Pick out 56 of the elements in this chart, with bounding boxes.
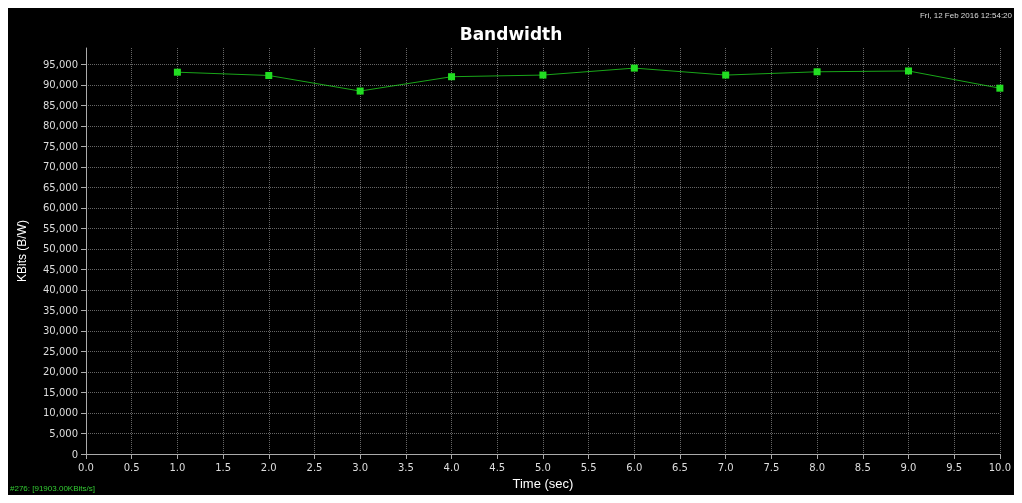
- x-tick-label: 9.5: [946, 461, 963, 473]
- x-tick-label: 8.0: [809, 461, 826, 473]
- y-tick-label: 60,000: [43, 202, 78, 214]
- point: [265, 71, 273, 79]
- y-tick-label: 35,000: [43, 304, 78, 316]
- x-tick-label: 0.5: [123, 461, 140, 473]
- chart-title: Bandwidth: [459, 23, 563, 44]
- x-tick-label: 8.5: [854, 461, 871, 473]
- x-tick-label: 1.5: [215, 461, 232, 473]
- point: [630, 64, 638, 72]
- point: [813, 68, 821, 76]
- y-tick-label: 0: [71, 448, 78, 460]
- y-tick-label: 10,000: [43, 407, 78, 419]
- y-tick-label: 70,000: [43, 161, 78, 173]
- y-tick-label: 30,000: [43, 325, 78, 337]
- x-tick-label: 7.5: [763, 461, 780, 473]
- x-tick-label: 2.0: [260, 461, 277, 473]
- point: [904, 67, 912, 75]
- y-axis-title: KBits (B/W): [15, 220, 29, 282]
- x-tick-label: 3.0: [352, 461, 369, 473]
- y-tick-label: 20,000: [43, 366, 78, 378]
- x-tick-label: 3.5: [397, 461, 414, 473]
- y-tick-label: 50,000: [43, 243, 78, 255]
- y-tick-label: 5,000: [49, 427, 78, 439]
- x-tick-label: 6.0: [626, 461, 643, 473]
- point: [722, 71, 730, 79]
- point: [173, 68, 181, 76]
- y-tick-label: 65,000: [43, 181, 78, 193]
- x-tick-label: 6.5: [672, 461, 688, 473]
- y-tick-label: 40,000: [43, 284, 78, 296]
- y-tick-label: 45,000: [43, 263, 78, 275]
- y-tick-label: 95,000: [43, 58, 78, 70]
- text: Fri, 12 Feb 2016 12:54:20: [919, 10, 1013, 20]
- x-tick-label: 5.0: [534, 461, 551, 473]
- x-tick-label: 7.0: [717, 461, 734, 473]
- y-tick-label: 25,000: [43, 345, 78, 357]
- x-axis-title: Time (sec): [512, 475, 574, 491]
- y-tick-label: 75,000: [43, 140, 78, 152]
- x-tick-label: 4.5: [489, 461, 506, 473]
- x-tick-label: 9.0: [900, 461, 917, 473]
- x-tick-label: 4.0: [443, 461, 460, 473]
- x-tick-label: 1.0: [169, 461, 186, 473]
- point: [539, 71, 547, 79]
- y-tick-label: 90,000: [43, 79, 78, 91]
- point: [996, 84, 1004, 92]
- y-tick-label: 80,000: [43, 120, 78, 132]
- x-tick-label: 5.5: [580, 461, 597, 473]
- y-tick-label: 85,000: [43, 99, 78, 111]
- y-tick-label: 15,000: [43, 386, 78, 398]
- point: [448, 73, 456, 81]
- x-tick-label: 10.0: [988, 461, 1011, 473]
- x-tick-label: 2.5: [306, 461, 323, 473]
- text: #276: [91903.00KBits/s]: [10, 483, 95, 493]
- point: [356, 87, 364, 95]
- y-tick-label: 55,000: [43, 222, 78, 234]
- x-tick-label: 0.0: [78, 461, 94, 473]
